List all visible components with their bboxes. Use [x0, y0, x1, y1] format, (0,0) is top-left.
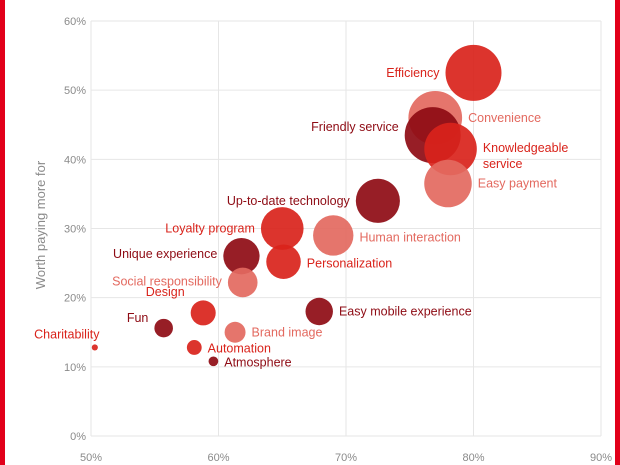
bubble-social-responsibility — [227, 267, 258, 298]
bubble-label-atmosphere: Atmosphere — [224, 355, 291, 369]
bubble-knowledgeable-service — [424, 122, 477, 176]
y-tick-label: 40% — [64, 154, 86, 166]
bubble-label-human-interaction: Human interaction — [359, 230, 460, 244]
x-tick-label: 90% — [590, 452, 612, 464]
bubble-label-knowledgeable-service: Knowledgeable service — [483, 141, 569, 171]
y-tick-label: 10% — [64, 362, 86, 374]
y-tick-label: 20% — [64, 293, 86, 305]
bubble-label-easy-mobile-experience: Easy mobile experience — [339, 305, 472, 319]
y-tick-label: 0% — [70, 431, 86, 443]
bubble-automation — [186, 340, 202, 355]
x-tick-label: 80% — [462, 452, 484, 464]
bubble-chart: 50% 60% 70% 80% 90% 0% 10% 20% 30% 40% 50% 60% Wort… — [33, 16, 612, 464]
bubble-label-automation: Automation — [208, 341, 271, 355]
bubble-label-convenience: Convenience — [468, 111, 541, 125]
x-tick-label: 50% — [80, 452, 102, 464]
bubble-up-to-date-technology — [355, 178, 400, 223]
y-axis-title: Worth paying more for — [33, 160, 48, 289]
bubbles — [91, 44, 502, 367]
bubble-label-charitability: Charitability — [34, 327, 100, 341]
bubble-easy-mobile-experience — [305, 297, 333, 326]
bubble-personalization — [266, 244, 301, 279]
bubble-label-social-responsibility: Social responsibility — [112, 274, 223, 288]
bubble-label-friendly-service: Friendly service — [311, 120, 399, 134]
bubble-efficiency — [445, 44, 502, 101]
bubble-labels: Efficiency Convenience Friendly service Kno… — [34, 66, 568, 369]
bubble-label-efficiency: Efficiency — [386, 66, 440, 80]
bubble-label-up-to-date-technology: Up-to-date technology — [227, 194, 351, 208]
axis-ticks: 50% 60% 70% 80% 90% 0% 10% 20% 30% 40% 50% 60% — [64, 16, 612, 464]
bubble-label-fun: Fun — [127, 311, 149, 325]
bubble-human-interaction — [313, 215, 354, 256]
bubble-label-unique-experience: Unique experience — [113, 247, 217, 261]
bubble-label-easy-payment: Easy payment — [478, 177, 558, 191]
bubble-unique-experience — [223, 238, 260, 275]
bubble-loyalty-program — [260, 207, 304, 250]
y-tick-label: 50% — [64, 85, 86, 97]
bubble-brand-image — [224, 321, 246, 343]
bubble-label-brand-image: Brand image — [252, 325, 323, 339]
y-tick-label: 30% — [64, 224, 86, 236]
bubble-charitability — [91, 344, 98, 351]
bubble-label-personalization: Personalization — [307, 257, 393, 271]
x-tick-label: 70% — [335, 452, 357, 464]
bubble-label-design: Design — [146, 285, 185, 299]
bubble-easy-payment — [424, 159, 472, 208]
bubble-fun — [154, 318, 173, 338]
x-tick-label: 60% — [207, 452, 229, 464]
y-tick-label: 60% — [64, 16, 86, 28]
bubble-atmosphere — [208, 356, 219, 367]
bubble-label-loyalty-program: Loyalty program — [165, 222, 255, 236]
bubble-design — [190, 300, 216, 326]
